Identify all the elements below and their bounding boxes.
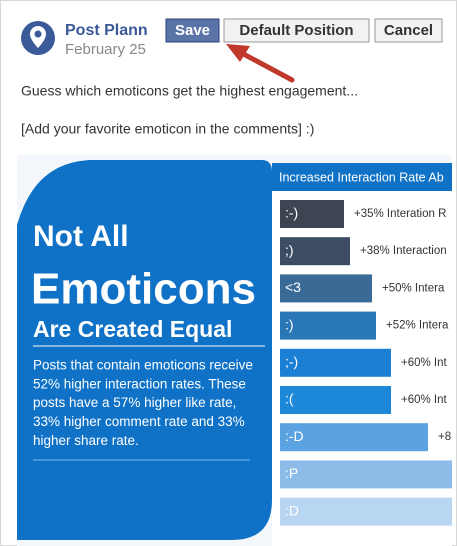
emoticon-bar (280, 311, 376, 340)
emoticon: :P (285, 465, 298, 481)
page-name[interactable]: Post Plann (65, 22, 148, 39)
button-label[interactable]: Save (175, 22, 210, 39)
default-position-button[interactable]: Default Position (223, 18, 370, 43)
panel-header (272, 163, 452, 191)
paragraph-line: higher share rate. (33, 433, 139, 448)
emoticon-bar (280, 200, 344, 228)
rate-label: +8 (438, 431, 451, 443)
emoticon-bar (280, 460, 452, 489)
rate-label: +60% Int (401, 394, 448, 406)
headline: Are Created Equal (33, 316, 232, 342)
emoticon-bar (280, 237, 350, 266)
paragraph-line: 52% higher interaction rates. These (33, 376, 246, 391)
paragraph-line: 33% higher comment rate and 33% (33, 414, 245, 429)
arrow (226, 44, 295, 83)
emoticon: :-D (285, 428, 304, 444)
panel-title: Increased Interaction Rate Ab (279, 170, 444, 184)
emoticon-bar (280, 423, 428, 452)
emoticon: ;-) (285, 354, 298, 370)
rate-label: +60% Int (401, 357, 448, 369)
emoticon-bar (280, 348, 391, 377)
post-date[interactable]: February 25 (65, 41, 146, 58)
post-text: Guess which emoticons get the highest en… (21, 83, 358, 99)
emoticon: ;) (285, 242, 294, 258)
rate-label: +52% Intera (386, 320, 449, 332)
blob (17, 160, 272, 540)
cancel-button[interactable]: Cancel (374, 18, 443, 43)
rate-label: +38% Interaction (360, 245, 447, 257)
emoticon-bar (280, 497, 452, 526)
emoticon-bar (280, 386, 391, 414)
emoticon-bar (280, 274, 372, 303)
paragraph-line: Posts that contain emoticons receive (33, 358, 253, 373)
emoticon: <3 (285, 279, 301, 295)
rate-label: +50% Intera (382, 282, 445, 294)
post-text: [Add your favorite emoticon in the comme… (21, 121, 314, 137)
save-button[interactable]: Save (165, 18, 220, 43)
headline: Emoticons (31, 265, 256, 314)
emoticon: :D (285, 502, 299, 518)
button-label[interactable]: Cancel (384, 22, 433, 39)
emoticon: :) (285, 316, 294, 332)
rate-label: +35% Interation R (354, 208, 446, 220)
paragraph-line: posts have a 57% higher like rate, (33, 395, 236, 410)
emoticon: :( (285, 391, 294, 407)
headline: Not All (33, 220, 129, 253)
button-label[interactable]: Default Position (239, 22, 353, 39)
page-logo[interactable] (21, 21, 55, 55)
infographic[interactable]: Increased Interaction Rate Ab Not All Em… (17, 155, 457, 546)
emoticon: :-) (285, 205, 298, 221)
